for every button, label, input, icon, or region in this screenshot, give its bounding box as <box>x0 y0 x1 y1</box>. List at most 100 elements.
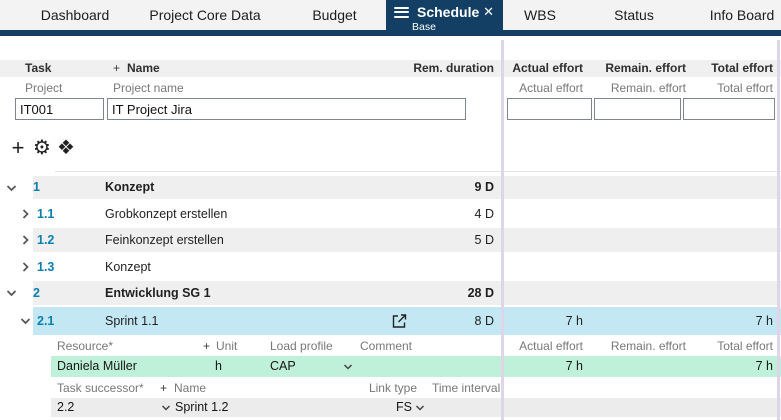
task-row-2-1-selected[interactable]: 2.1 Sprint 1.1 8 D 7 h 7 h <box>0 307 781 335</box>
task-duration: 28 D <box>467 286 494 300</box>
row-background <box>33 255 781 279</box>
chevron-down-icon[interactable] <box>20 316 31 327</box>
column-separator[interactable] <box>501 40 504 420</box>
time-interval-header: Time interval <box>432 381 501 395</box>
successor-name: Sprint 1.2 <box>175 400 229 414</box>
chevron-down-icon[interactable] <box>6 182 17 193</box>
tab-schedule-sublabel: Base <box>412 21 436 33</box>
chevron-right-icon[interactable] <box>20 262 31 273</box>
resource-total-effort: 7 h <box>755 359 773 373</box>
resource-unit: h <box>215 359 222 373</box>
load-profile-value: CAP <box>270 359 296 373</box>
total-effort-input[interactable] <box>683 98 775 120</box>
task-name: Konzept <box>105 180 155 194</box>
subheader-actual-effort: Actual effort <box>519 81 583 95</box>
hamburger-menu-icon[interactable] <box>394 4 409 20</box>
col-header-name[interactable]: Name <box>127 61 160 75</box>
row-background <box>51 398 781 417</box>
task-name: Sprint 1.1 <box>105 314 159 328</box>
link-type-header: Link type <box>368 381 417 395</box>
task-id: 2 <box>33 286 40 300</box>
tab-dashboard[interactable]: Dashboard <box>40 7 110 23</box>
row-background <box>33 281 781 305</box>
link-type-dropdown-icon[interactable] <box>415 403 425 413</box>
project-name-input[interactable] <box>107 98 466 120</box>
add-task-button[interactable]: + <box>11 135 25 160</box>
tab-project-core-data[interactable]: Project Core Data <box>149 7 261 23</box>
successor-name-header: Name <box>174 381 207 395</box>
resource-header-row: Resource* + Unit Load profile Comment Ac… <box>0 337 781 356</box>
remain-effort-input[interactable] <box>594 98 681 120</box>
row-background <box>33 307 781 335</box>
task-row-1-1[interactable]: 1.1 Grobkonzept erstellen 4 D <box>0 202 781 226</box>
open-task-external-link-icon[interactable] <box>390 312 409 331</box>
task-successor-header: Task successor* <box>57 381 144 395</box>
col-header-rem-duration[interactable]: Rem. duration <box>413 61 494 75</box>
task-row-1-2[interactable]: 1.2 Feinkonzept erstellen 5 D <box>0 228 781 252</box>
col-header-task[interactable]: Task <box>25 61 52 75</box>
tab-budget[interactable]: Budget <box>312 7 357 23</box>
close-icon[interactable]: ✕ <box>483 4 494 19</box>
total-effort-header: Total effort <box>717 339 773 353</box>
chevron-right-icon[interactable] <box>20 209 31 220</box>
tab-schedule-label: Schedule <box>417 4 480 20</box>
task-total-effort: 7 h <box>755 314 773 328</box>
task-name: Entwicklung SG 1 <box>105 286 211 300</box>
tab-wbs[interactable]: WBS <box>524 7 556 23</box>
successor-dropdown-icon[interactable] <box>161 403 171 413</box>
task-actual-effort: 7 h <box>565 314 583 328</box>
table-header-row: Task + Name Rem. duration Actual effort … <box>0 60 781 77</box>
task-id: 2.1 <box>37 314 55 328</box>
row-background <box>33 176 781 199</box>
actual-effort-input[interactable] <box>507 98 592 120</box>
add-successor-column-icon[interactable]: + <box>160 381 168 395</box>
successor-id: 2.2 <box>57 400 75 414</box>
resource-row[interactable]: Daniela Müller h CAP 7 h 7 h <box>0 356 781 377</box>
successor-header-row: Task successor* + Name Link type Time in… <box>0 379 781 398</box>
toolbar-divider <box>55 171 781 172</box>
task-duration: 9 D <box>474 180 494 194</box>
load-profile-dropdown-icon[interactable] <box>343 362 353 372</box>
row-background <box>51 356 781 377</box>
task-id: 1.1 <box>37 207 55 221</box>
chevron-down-icon[interactable] <box>6 288 17 299</box>
task-row-2[interactable]: 2 Entwicklung SG 1 28 D <box>0 281 781 305</box>
load-profile-header: Load profile <box>270 339 333 353</box>
task-duration: 8 D <box>474 314 494 328</box>
link-type-value: FS <box>396 400 412 414</box>
add-column-icon[interactable]: + <box>113 61 121 75</box>
row-background <box>33 228 781 252</box>
task-duration: 5 D <box>474 233 494 247</box>
task-id: 1.3 <box>37 260 55 274</box>
unit-header: Unit <box>216 339 238 353</box>
subheader-remain-effort: Remain. effort <box>610 81 686 95</box>
milestone-diamond-icon[interactable]: ❖ <box>57 137 75 159</box>
column-separator-right[interactable] <box>777 40 780 420</box>
chevron-right-icon[interactable] <box>20 235 31 246</box>
col-header-total-effort[interactable]: Total effort <box>711 61 773 75</box>
resource-header: Resource* <box>57 339 114 353</box>
tab-schedule[interactable]: Schedule ✕ Base <box>386 0 503 36</box>
col-header-actual-effort[interactable]: Actual effort <box>512 61 583 75</box>
tab-bar: Dashboard Project Core Data Budget WBS S… <box>0 0 781 36</box>
subheader-project-name: Project name <box>113 81 184 95</box>
row-background <box>33 202 781 226</box>
task-row-1-3[interactable]: 1.3 Konzept <box>0 255 781 279</box>
remain-effort-header: Remain. effort <box>610 339 686 353</box>
task-name: Grobkonzept erstellen <box>105 207 228 221</box>
col-header-remain-effort[interactable]: Remain. effort <box>605 61 686 75</box>
task-row-1[interactable]: 1 Konzept 9 D <box>0 176 781 199</box>
task-name: Feinkonzept erstellen <box>105 233 224 247</box>
task-duration: 4 D <box>474 207 494 221</box>
successor-row[interactable]: 2.2 Sprint 1.2 FS <box>0 398 781 417</box>
task-name: Konzept <box>105 260 151 274</box>
task-id: 1 <box>33 180 40 194</box>
tab-info-board[interactable]: Info Board <box>709 7 775 23</box>
subheader-project: Project <box>25 81 63 95</box>
task-id-input[interactable] <box>15 98 104 120</box>
add-resource-column-icon[interactable]: + <box>203 339 211 353</box>
tab-status[interactable]: Status <box>614 7 654 23</box>
gear-icon[interactable]: ⚙ <box>33 137 51 159</box>
task-id: 1.2 <box>37 233 55 247</box>
